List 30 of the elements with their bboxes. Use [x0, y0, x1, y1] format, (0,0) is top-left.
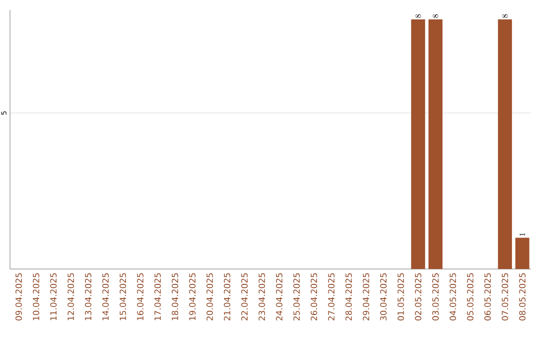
x-tick-label: 12.04.2025: [68, 273, 74, 320]
x-tick-label: 04.05.2025: [450, 273, 456, 320]
x-tick-label: 07.05.2025: [502, 273, 508, 320]
x-tick-label: 15.04.2025: [120, 273, 126, 320]
x-tick-label: 21.04.2025: [224, 273, 230, 320]
x-tick-label: 30.04.2025: [380, 273, 387, 320]
x-tick-label: 01.05.2025: [398, 273, 404, 320]
x-tick-label: 26.04.2025: [310, 273, 318, 320]
x-tick-label: 11.04.2025: [50, 273, 57, 320]
x-tick-label: 09.04.2025: [15, 273, 22, 320]
x-tick-label: 10.04.2025: [32, 273, 40, 320]
x-tick-label: 22.04.2025: [241, 273, 248, 320]
x-tick-label: 06.05.2025: [484, 273, 491, 320]
x-tick-label: 23.04.2025: [258, 273, 266, 320]
x-tick-label: 19.04.2025: [189, 273, 196, 320]
x-tick-label: 14.04.2025: [102, 273, 109, 320]
x-tick-label: 03.05.2025: [432, 273, 439, 320]
x-tick-label: 16.04.2025: [137, 273, 144, 320]
x-tick-label: 18.04.2025: [172, 273, 178, 320]
x-tick-label: 24.04.2025: [276, 273, 282, 320]
x-tick-label: 27.04.2025: [328, 273, 334, 320]
x-tick-label: 17.04.2025: [154, 273, 161, 320]
x-tick-label: 20.04.2025: [206, 273, 213, 320]
x-tick-label: 29.04.2025: [362, 273, 370, 320]
x-tick-label: 02.05.2025: [414, 273, 422, 320]
x-tick-label: 05.05.2025: [467, 273, 474, 320]
x-tick-label: 25.04.2025: [293, 273, 300, 320]
x-tick-label: 08.05.2025: [519, 273, 526, 320]
x-tick-label: 13.04.2025: [84, 273, 92, 320]
x-tick-label: 28.04.2025: [345, 273, 352, 320]
